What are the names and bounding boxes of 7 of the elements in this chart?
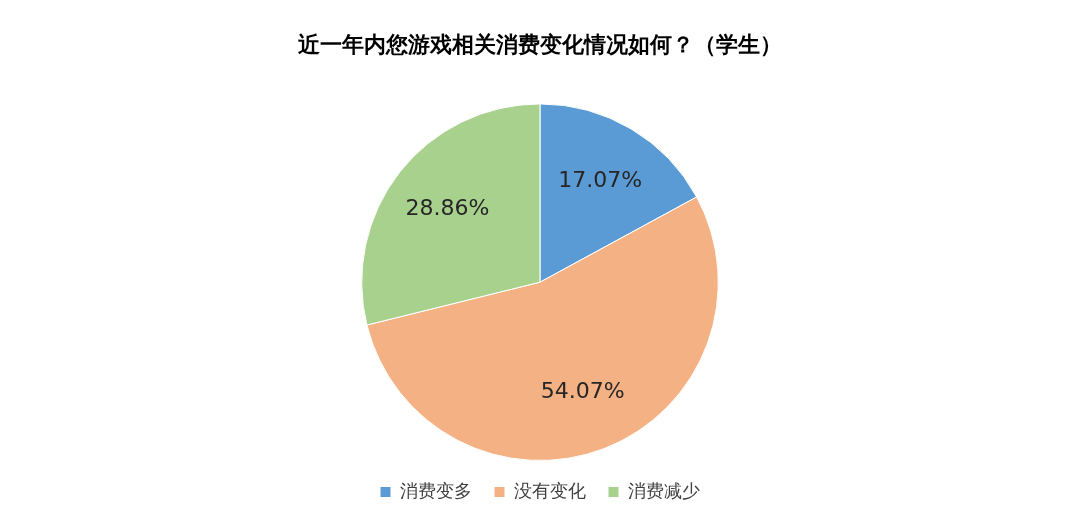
data-label: 17.07% — [558, 166, 643, 192]
legend-label: 消费变多 — [400, 479, 472, 501]
legend-label: 消费减少 — [628, 479, 700, 501]
chart-title: 近一年内您游戏相关消费变化情况如何？（学生） — [297, 31, 782, 57]
data-label: 54.07% — [540, 377, 625, 403]
data-label: 28.86% — [405, 195, 490, 221]
legend-label: 没有变化 — [514, 479, 586, 501]
